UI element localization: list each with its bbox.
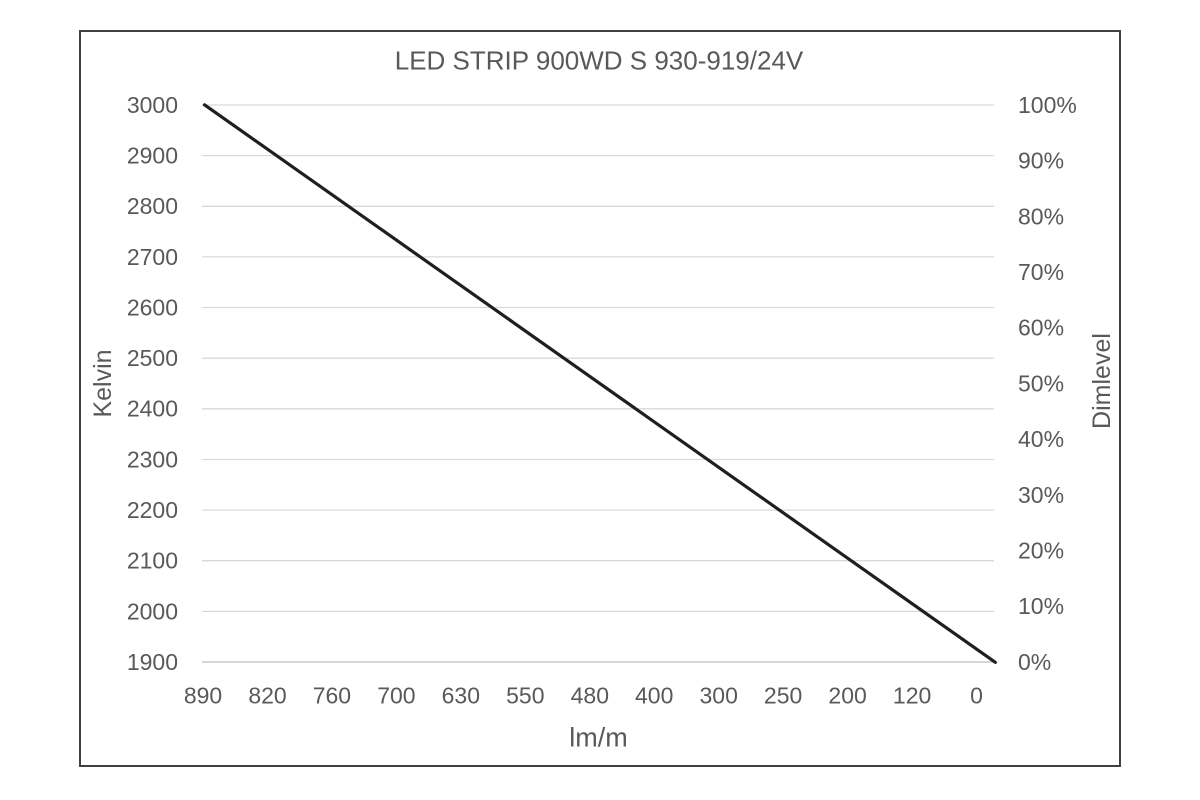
svg-text:300: 300	[700, 683, 738, 709]
svg-text:1900: 1900	[127, 649, 178, 675]
svg-text:2000: 2000	[127, 598, 178, 624]
svg-text:400: 400	[635, 683, 673, 709]
svg-text:10%: 10%	[1018, 593, 1064, 619]
svg-text:0: 0	[970, 683, 983, 709]
svg-text:LED STRIP 900WD S 930-919/24V: LED STRIP 900WD S 930-919/24V	[395, 46, 804, 76]
svg-text:760: 760	[313, 683, 351, 709]
svg-text:700: 700	[377, 683, 415, 709]
svg-text:200: 200	[828, 683, 866, 709]
svg-text:630: 630	[442, 683, 480, 709]
svg-text:0%: 0%	[1018, 649, 1051, 675]
svg-text:3000: 3000	[127, 92, 178, 118]
svg-text:2100: 2100	[127, 548, 178, 574]
svg-text:80%: 80%	[1018, 203, 1064, 229]
svg-text:90%: 90%	[1018, 148, 1064, 174]
svg-text:890: 890	[184, 683, 222, 709]
svg-text:820: 820	[248, 683, 286, 709]
svg-text:250: 250	[764, 683, 802, 709]
svg-text:2700: 2700	[127, 244, 178, 270]
svg-text:100%: 100%	[1018, 92, 1077, 118]
svg-text:2600: 2600	[127, 294, 178, 320]
svg-text:480: 480	[571, 683, 609, 709]
svg-text:2900: 2900	[127, 143, 178, 169]
svg-text:2200: 2200	[127, 497, 178, 523]
svg-text:30%: 30%	[1018, 482, 1064, 508]
svg-text:40%: 40%	[1018, 426, 1064, 452]
svg-text:2400: 2400	[127, 396, 178, 422]
svg-text:lm/m: lm/m	[569, 723, 627, 753]
svg-text:50%: 50%	[1018, 370, 1064, 396]
svg-text:20%: 20%	[1018, 538, 1064, 564]
svg-text:70%: 70%	[1018, 259, 1064, 285]
svg-text:Dimlevel: Dimlevel	[1088, 333, 1116, 429]
svg-text:60%: 60%	[1018, 315, 1064, 341]
svg-text:2800: 2800	[127, 193, 178, 219]
svg-text:120: 120	[893, 683, 931, 709]
svg-text:2500: 2500	[127, 345, 178, 371]
svg-text:2300: 2300	[127, 446, 178, 472]
svg-text:Kelvin: Kelvin	[89, 349, 117, 417]
svg-text:550: 550	[506, 683, 544, 709]
